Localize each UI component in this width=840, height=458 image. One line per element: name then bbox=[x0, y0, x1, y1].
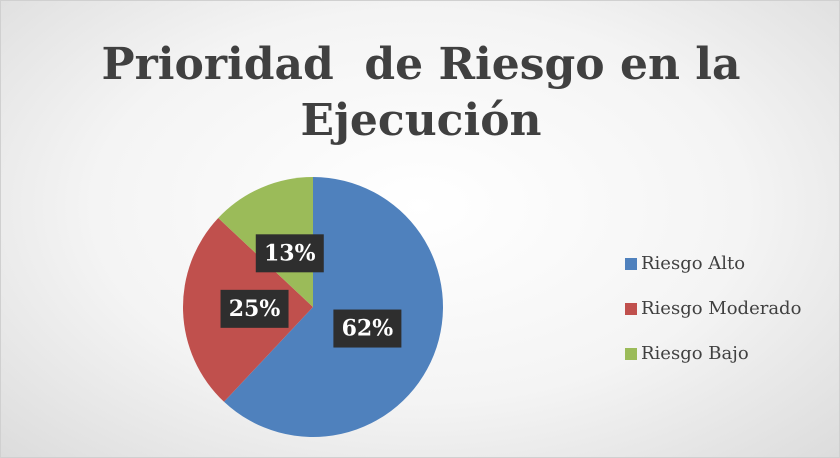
data-label-box bbox=[255, 234, 324, 273]
data-label-box bbox=[333, 309, 402, 348]
legend-label: Riesgo Alto bbox=[641, 253, 745, 274]
legend-swatch bbox=[625, 348, 637, 360]
legend-label: Riesgo Moderado bbox=[641, 298, 801, 319]
chart-title: Prioridad de Riesgo en la Ejecución bbox=[101, 39, 756, 146]
pie-slice bbox=[224, 177, 443, 437]
legend-swatch bbox=[625, 258, 637, 270]
data-label: 13% bbox=[264, 240, 316, 266]
data-label: 25% bbox=[229, 296, 281, 322]
data-label-box bbox=[220, 289, 289, 328]
legend-swatch bbox=[625, 303, 637, 315]
data-label: 62% bbox=[342, 316, 394, 342]
legend-label: Riesgo Bajo bbox=[641, 343, 749, 364]
